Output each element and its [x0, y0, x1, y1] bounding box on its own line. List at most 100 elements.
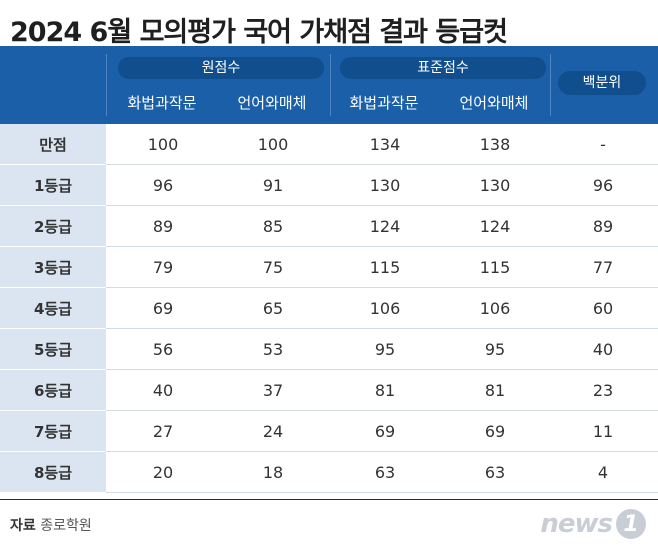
- grade-label: 1등급: [0, 165, 106, 206]
- table-cell: 40: [152, 381, 174, 400]
- std-speech-writing-header: 화법과작문: [349, 94, 419, 112]
- table-row: 3등급 79 75 115 115 77: [0, 247, 658, 288]
- source-note: 자료 종로학원: [10, 515, 92, 535]
- table-cell: 37: [262, 381, 284, 400]
- table-cell: 24: [262, 422, 284, 441]
- table-cell: 115: [369, 258, 401, 277]
- table-cell: 81: [484, 381, 506, 400]
- source-label: 자료: [10, 518, 36, 534]
- table-cell: -: [600, 135, 606, 154]
- table-row: 만점 100 100 134 138 -: [0, 124, 658, 165]
- source-text: 종로학원: [40, 518, 92, 534]
- label-divider: [0, 410, 106, 411]
- table-cell: 79: [152, 258, 174, 277]
- table-cell: 40: [592, 340, 614, 359]
- table-row: 5등급 56 53 95 95 40: [0, 329, 658, 370]
- header-divider: [550, 54, 551, 116]
- label-divider: [0, 205, 106, 206]
- table-cell: 65: [262, 299, 284, 318]
- grade-label: 7등급: [0, 411, 106, 452]
- table-cell: 134: [369, 135, 401, 154]
- standard-score-group-header: 표준점수: [340, 57, 546, 79]
- row-divider: [106, 246, 658, 247]
- grade-label: 5등급: [0, 329, 106, 370]
- table-cell: 18: [262, 463, 284, 482]
- table-cell: 77: [592, 258, 614, 277]
- std-language-media-header: 언어와매체: [459, 94, 529, 112]
- table-cell: 20: [152, 463, 174, 482]
- table-cell: 95: [484, 340, 506, 359]
- header-divider: [330, 54, 331, 116]
- footer-divider: [0, 499, 658, 500]
- grade-label: 2등급: [0, 206, 106, 247]
- row-divider: [106, 164, 658, 165]
- table-cell: 100: [257, 135, 289, 154]
- grade-label: 8등급: [0, 452, 106, 493]
- grade-label: 4등급: [0, 288, 106, 329]
- table-row: 4등급 69 65 106 106 60: [0, 288, 658, 329]
- label-divider: [0, 369, 106, 370]
- table-cell: 23: [592, 381, 614, 400]
- table-cell: 53: [262, 340, 284, 359]
- row-divider: [106, 369, 658, 370]
- table-header: 원점수 표준점수 화법과작문 언어와매체 화법과작문 언어와매체 백분위: [0, 46, 658, 124]
- table-cell: 89: [152, 217, 174, 236]
- table-cell: 96: [592, 176, 614, 195]
- label-divider: [0, 451, 106, 452]
- table-body: 만점 100 100 134 138 - 1등급 96 91 130 130 96 2등급 89 85 124…: [0, 124, 658, 493]
- table-cell: 56: [152, 340, 174, 359]
- table-cell: 89: [592, 217, 614, 236]
- table-row: 2등급 89 85 124 124 89: [0, 206, 658, 247]
- row-divider: [106, 205, 658, 206]
- table-cell: 60: [592, 299, 614, 318]
- table-row: 8등급 20 18 63 63 4: [0, 452, 658, 493]
- table-cell: 106: [479, 299, 511, 318]
- table-row: 6등급 40 37 81 81 23: [0, 370, 658, 411]
- table-cell: 96: [152, 176, 174, 195]
- table-row: 1등급 96 91 130 130 96: [0, 165, 658, 206]
- table-cell: 27: [152, 422, 174, 441]
- label-divider: [0, 328, 106, 329]
- table-row: 7등급 27 24 69 69 11: [0, 411, 658, 452]
- grade-label: 3등급: [0, 247, 106, 288]
- percentile-header: 백분위: [558, 71, 646, 95]
- table-cell: 4: [597, 463, 609, 482]
- raw-speech-writing-header: 화법과작문: [127, 94, 197, 112]
- label-divider: [0, 164, 106, 165]
- row-divider: [106, 451, 658, 452]
- table-cell: 63: [484, 463, 506, 482]
- row-divider: [106, 492, 658, 493]
- table-cell: 75: [262, 258, 284, 277]
- grade-label: 6등급: [0, 370, 106, 411]
- page-title: 2024 6월 모의평가 국어 가채점 결과 등급컷: [10, 17, 508, 48]
- table-cell: 115: [479, 258, 511, 277]
- news1-logo-text: news: [540, 509, 613, 539]
- row-divider: [106, 328, 658, 329]
- label-divider: [0, 287, 106, 288]
- table-cell: 69: [152, 299, 174, 318]
- table-cell: 69: [484, 422, 506, 441]
- table-cell: 95: [374, 340, 396, 359]
- table-cell: 85: [262, 217, 284, 236]
- grade-cut-table: 원점수 표준점수 화법과작문 언어와매체 화법과작문 언어와매체 백분위 만점 1…: [0, 46, 658, 493]
- news1-logo: news 1: [540, 506, 646, 542]
- table-cell: 124: [369, 217, 401, 236]
- table-cell: 81: [374, 381, 396, 400]
- table-cell: 106: [369, 299, 401, 318]
- grade-label: 만점: [0, 124, 106, 165]
- label-divider: [0, 246, 106, 247]
- news1-logo-mark: 1: [616, 509, 646, 539]
- table-cell: 130: [479, 176, 511, 195]
- table-cell: 69: [374, 422, 396, 441]
- table-cell: 91: [262, 176, 284, 195]
- raw-score-group-header: 원점수: [118, 57, 324, 79]
- table-cell: 63: [374, 463, 396, 482]
- table-cell: 138: [479, 135, 511, 154]
- raw-language-media-header: 언어와매체: [237, 94, 307, 112]
- table-cell: 11: [592, 422, 614, 441]
- table-cell: 100: [147, 135, 179, 154]
- table-cell: 124: [479, 217, 511, 236]
- label-divider: [0, 492, 106, 493]
- row-divider: [106, 410, 658, 411]
- header-divider: [106, 54, 107, 116]
